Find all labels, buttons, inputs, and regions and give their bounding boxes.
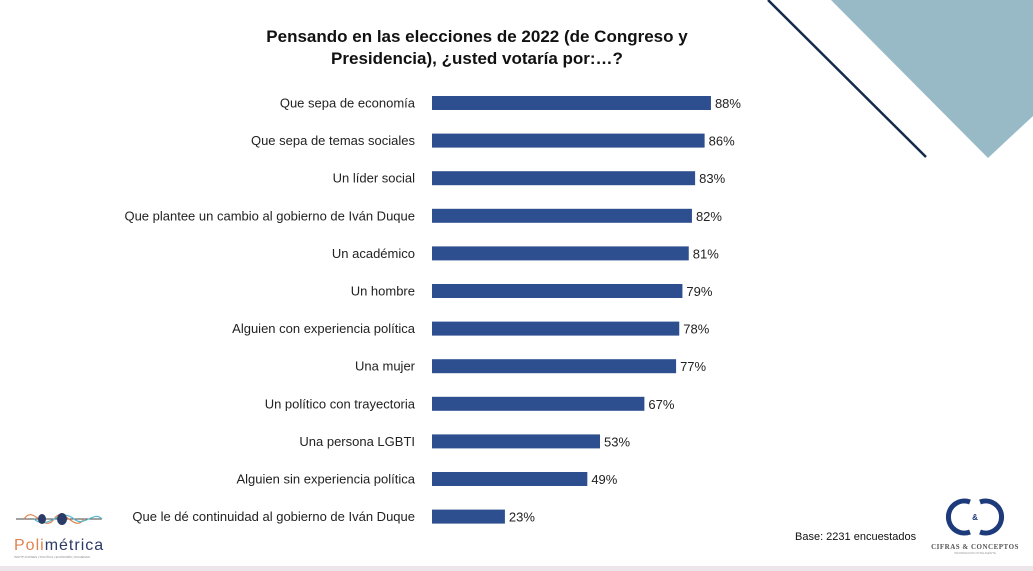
base-note: Base: 2231 encuestados	[795, 531, 917, 543]
category-label: Un político con trayectoria	[265, 396, 416, 411]
logo-tagline: INSTITUCIONES | POLÍTICA | ECONOMÍA | SO…	[14, 555, 90, 559]
bar	[432, 509, 505, 524]
value-label: 77%	[680, 359, 706, 374]
category-label: Que sepa de temas sociales	[251, 133, 416, 148]
category-label: Que le dé continuidad al gobierno de Ivá…	[132, 509, 415, 524]
value-label: 83%	[699, 171, 725, 186]
bar	[432, 133, 705, 148]
value-label: 86%	[709, 134, 735, 149]
category-label: Alguien sin experiencia política	[237, 472, 416, 487]
category-label: Una persona LGBTI	[299, 434, 415, 449]
category-label: Un líder social	[333, 171, 415, 186]
bar	[432, 396, 645, 411]
bar	[432, 208, 692, 223]
category-label: Un hombre	[351, 284, 415, 299]
value-label: 78%	[683, 322, 709, 337]
value-label: 67%	[648, 397, 674, 412]
value-label: 88%	[715, 96, 741, 111]
cc-mark-icon: &	[946, 498, 1004, 536]
logo-text: Polimétrica	[14, 537, 114, 555]
bar	[432, 472, 588, 486]
bar	[432, 321, 680, 336]
cc-name: CIFRAS & CONCEPTOS	[931, 543, 1019, 551]
bar	[432, 284, 683, 298]
polimetrica-logo: Polimétrica INSTITUCIONES | POLÍTICA | E…	[14, 508, 114, 559]
corner-triangle	[831, 0, 1033, 158]
chart-title: Pensando en las elecciones de 2022 (de C…	[266, 27, 688, 68]
footer-strip	[0, 566, 1033, 571]
category-label: Un académico	[332, 246, 415, 261]
category-label: Una mujer	[355, 359, 416, 374]
value-label: 81%	[693, 246, 719, 261]
bar	[432, 434, 601, 449]
value-label: 49%	[591, 472, 617, 487]
bar	[432, 171, 696, 186]
category-label: Que plantee un cambio al gobierno de Ivá…	[124, 208, 415, 223]
cifras-conceptos-logo: & CIFRAS & CONCEPTOS INFORMACIÓN INTELIG…	[925, 496, 1025, 555]
bar	[432, 359, 677, 374]
logo-text-a: Poli	[14, 537, 45, 554]
value-label: 23%	[509, 510, 535, 525]
bar	[432, 96, 711, 110]
bar	[432, 246, 689, 261]
cc-tagline: INFORMACIÓN INTELIGENTE	[954, 551, 996, 555]
value-label: 82%	[696, 209, 722, 224]
category-label: Alguien con experiencia política	[232, 321, 416, 336]
cc-mark: &	[972, 513, 978, 522]
logo-text-b: métrica	[44, 537, 105, 554]
category-label: Que sepa de economía	[280, 96, 416, 111]
corner-line	[767, 0, 927, 158]
value-label: 79%	[686, 284, 712, 299]
value-label: 53%	[604, 434, 630, 449]
wave-icon	[16, 513, 103, 525]
